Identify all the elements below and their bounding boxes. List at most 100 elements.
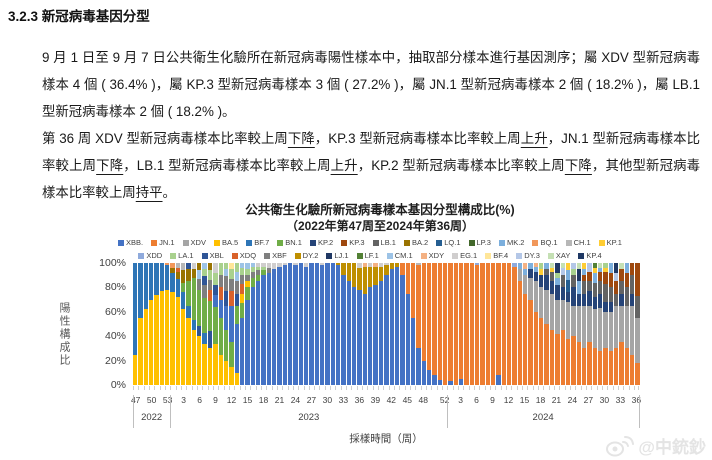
bar-segment	[143, 309, 149, 385]
year-label: 2023	[298, 412, 320, 423]
bar-segment	[619, 342, 624, 385]
paragraph-text: 。	[162, 185, 176, 201]
stacked-bar	[197, 263, 202, 385]
x-tick-label: 39	[370, 395, 381, 405]
bar-segment	[191, 277, 197, 321]
bar-segment	[603, 263, 608, 268]
x-tick-mark	[585, 386, 590, 390]
x-tick-label: 24	[567, 395, 578, 405]
stacked-bar	[239, 263, 245, 385]
bar-segment	[202, 343, 207, 385]
bar-segment	[432, 263, 437, 376]
x-tick-label: 18	[258, 395, 269, 405]
bar-segment	[154, 294, 159, 385]
paragraph-text: ，KP.2 型新冠病毒樣本比率較上周	[357, 158, 565, 174]
bar-segment	[613, 272, 619, 282]
bar-segment	[191, 263, 197, 270]
bar-segment	[405, 263, 410, 294]
x-tick-label: 3	[458, 395, 463, 405]
legend-item: KP.3	[341, 238, 365, 247]
bar-segment	[523, 269, 528, 276]
stacked-bar	[549, 263, 555, 385]
year-label: 2024	[532, 412, 554, 423]
bar-segment	[261, 270, 266, 276]
bar-segment	[223, 360, 229, 385]
x-tick-mark	[303, 386, 308, 390]
bar-segment	[565, 280, 571, 293]
stacked-bar	[277, 263, 282, 385]
bar-segment	[581, 269, 587, 276]
bar-segment	[549, 293, 555, 331]
paragraph-text: ，JN.1 型新冠病毒樣本比率較上周	[42, 131, 700, 174]
bar-segment	[186, 317, 191, 385]
legend-label: KP.2	[317, 238, 334, 247]
bar-segment	[133, 354, 138, 385]
x-tick-label: 33	[338, 395, 349, 405]
stacked-bar	[320, 263, 325, 385]
bar-segment	[202, 263, 207, 270]
stacked-bar	[314, 263, 320, 385]
x-tick-mark	[175, 386, 180, 390]
bar-segment	[571, 275, 576, 288]
bar-segment	[223, 276, 229, 292]
stacked-bar	[373, 263, 378, 385]
bar-segment	[234, 372, 239, 385]
bar-segment	[352, 287, 357, 385]
stacked-bar	[501, 263, 507, 385]
legend-swatch	[326, 252, 333, 259]
bar-segment	[576, 281, 581, 294]
stacked-bar	[352, 263, 357, 385]
x-tick-mark	[223, 386, 228, 390]
stacked-bar	[330, 263, 336, 385]
x-tick-mark	[420, 386, 425, 390]
bar-segment	[159, 263, 165, 292]
legend-item: CM.1	[386, 251, 413, 260]
bar-segment	[234, 305, 239, 325]
legend-item: LJ.1	[326, 251, 349, 260]
x-tick-label: 30	[599, 395, 610, 405]
bar-segment	[336, 265, 341, 385]
bar-segment	[608, 311, 613, 351]
x-tick-label: 6	[474, 395, 479, 405]
stacked-bar	[213, 263, 218, 385]
stacked-bar	[266, 263, 271, 385]
bar-segment	[346, 281, 352, 385]
bar-segment	[544, 275, 549, 290]
x-tick-mark	[548, 386, 553, 390]
bar-segment	[282, 263, 287, 266]
x-tick-mark	[489, 386, 494, 390]
bar-segment	[186, 305, 191, 318]
bar-segment	[608, 263, 613, 273]
bar-segment	[400, 275, 405, 385]
bar-segment	[571, 269, 576, 276]
bar-segment	[501, 263, 507, 385]
x-tick-mark	[394, 386, 398, 390]
bar-segment	[234, 324, 239, 373]
legend-label: EG.1	[460, 251, 478, 260]
x-tick-mark	[623, 386, 627, 390]
legend-label: BF.4	[493, 251, 509, 260]
stacked-bar	[191, 263, 197, 385]
bar-segment	[341, 263, 346, 276]
legend-swatch	[565, 239, 572, 246]
legend-item: BA.2	[403, 238, 428, 247]
x-tick-mark	[202, 386, 206, 390]
bar-segment	[245, 275, 250, 282]
x-tick-mark	[564, 386, 569, 390]
x-tick-label: 6	[197, 395, 202, 405]
stacked-bar	[592, 263, 597, 385]
stacked-bar	[512, 263, 517, 385]
bar-segment	[384, 275, 389, 385]
legend-item: MK.2	[498, 238, 524, 247]
bar-segment	[170, 267, 175, 273]
x-tick-mark	[159, 386, 164, 390]
legend-item: BQ.1	[532, 238, 558, 247]
x-tick-mark	[591, 386, 595, 390]
legend-swatch	[277, 239, 284, 246]
x-tick-mark	[367, 386, 371, 390]
x-tick-mark	[383, 386, 387, 390]
bar-segment	[245, 287, 250, 300]
bar-segment	[218, 299, 223, 318]
stacked-bar	[517, 263, 523, 385]
bar-segment	[571, 305, 576, 337]
